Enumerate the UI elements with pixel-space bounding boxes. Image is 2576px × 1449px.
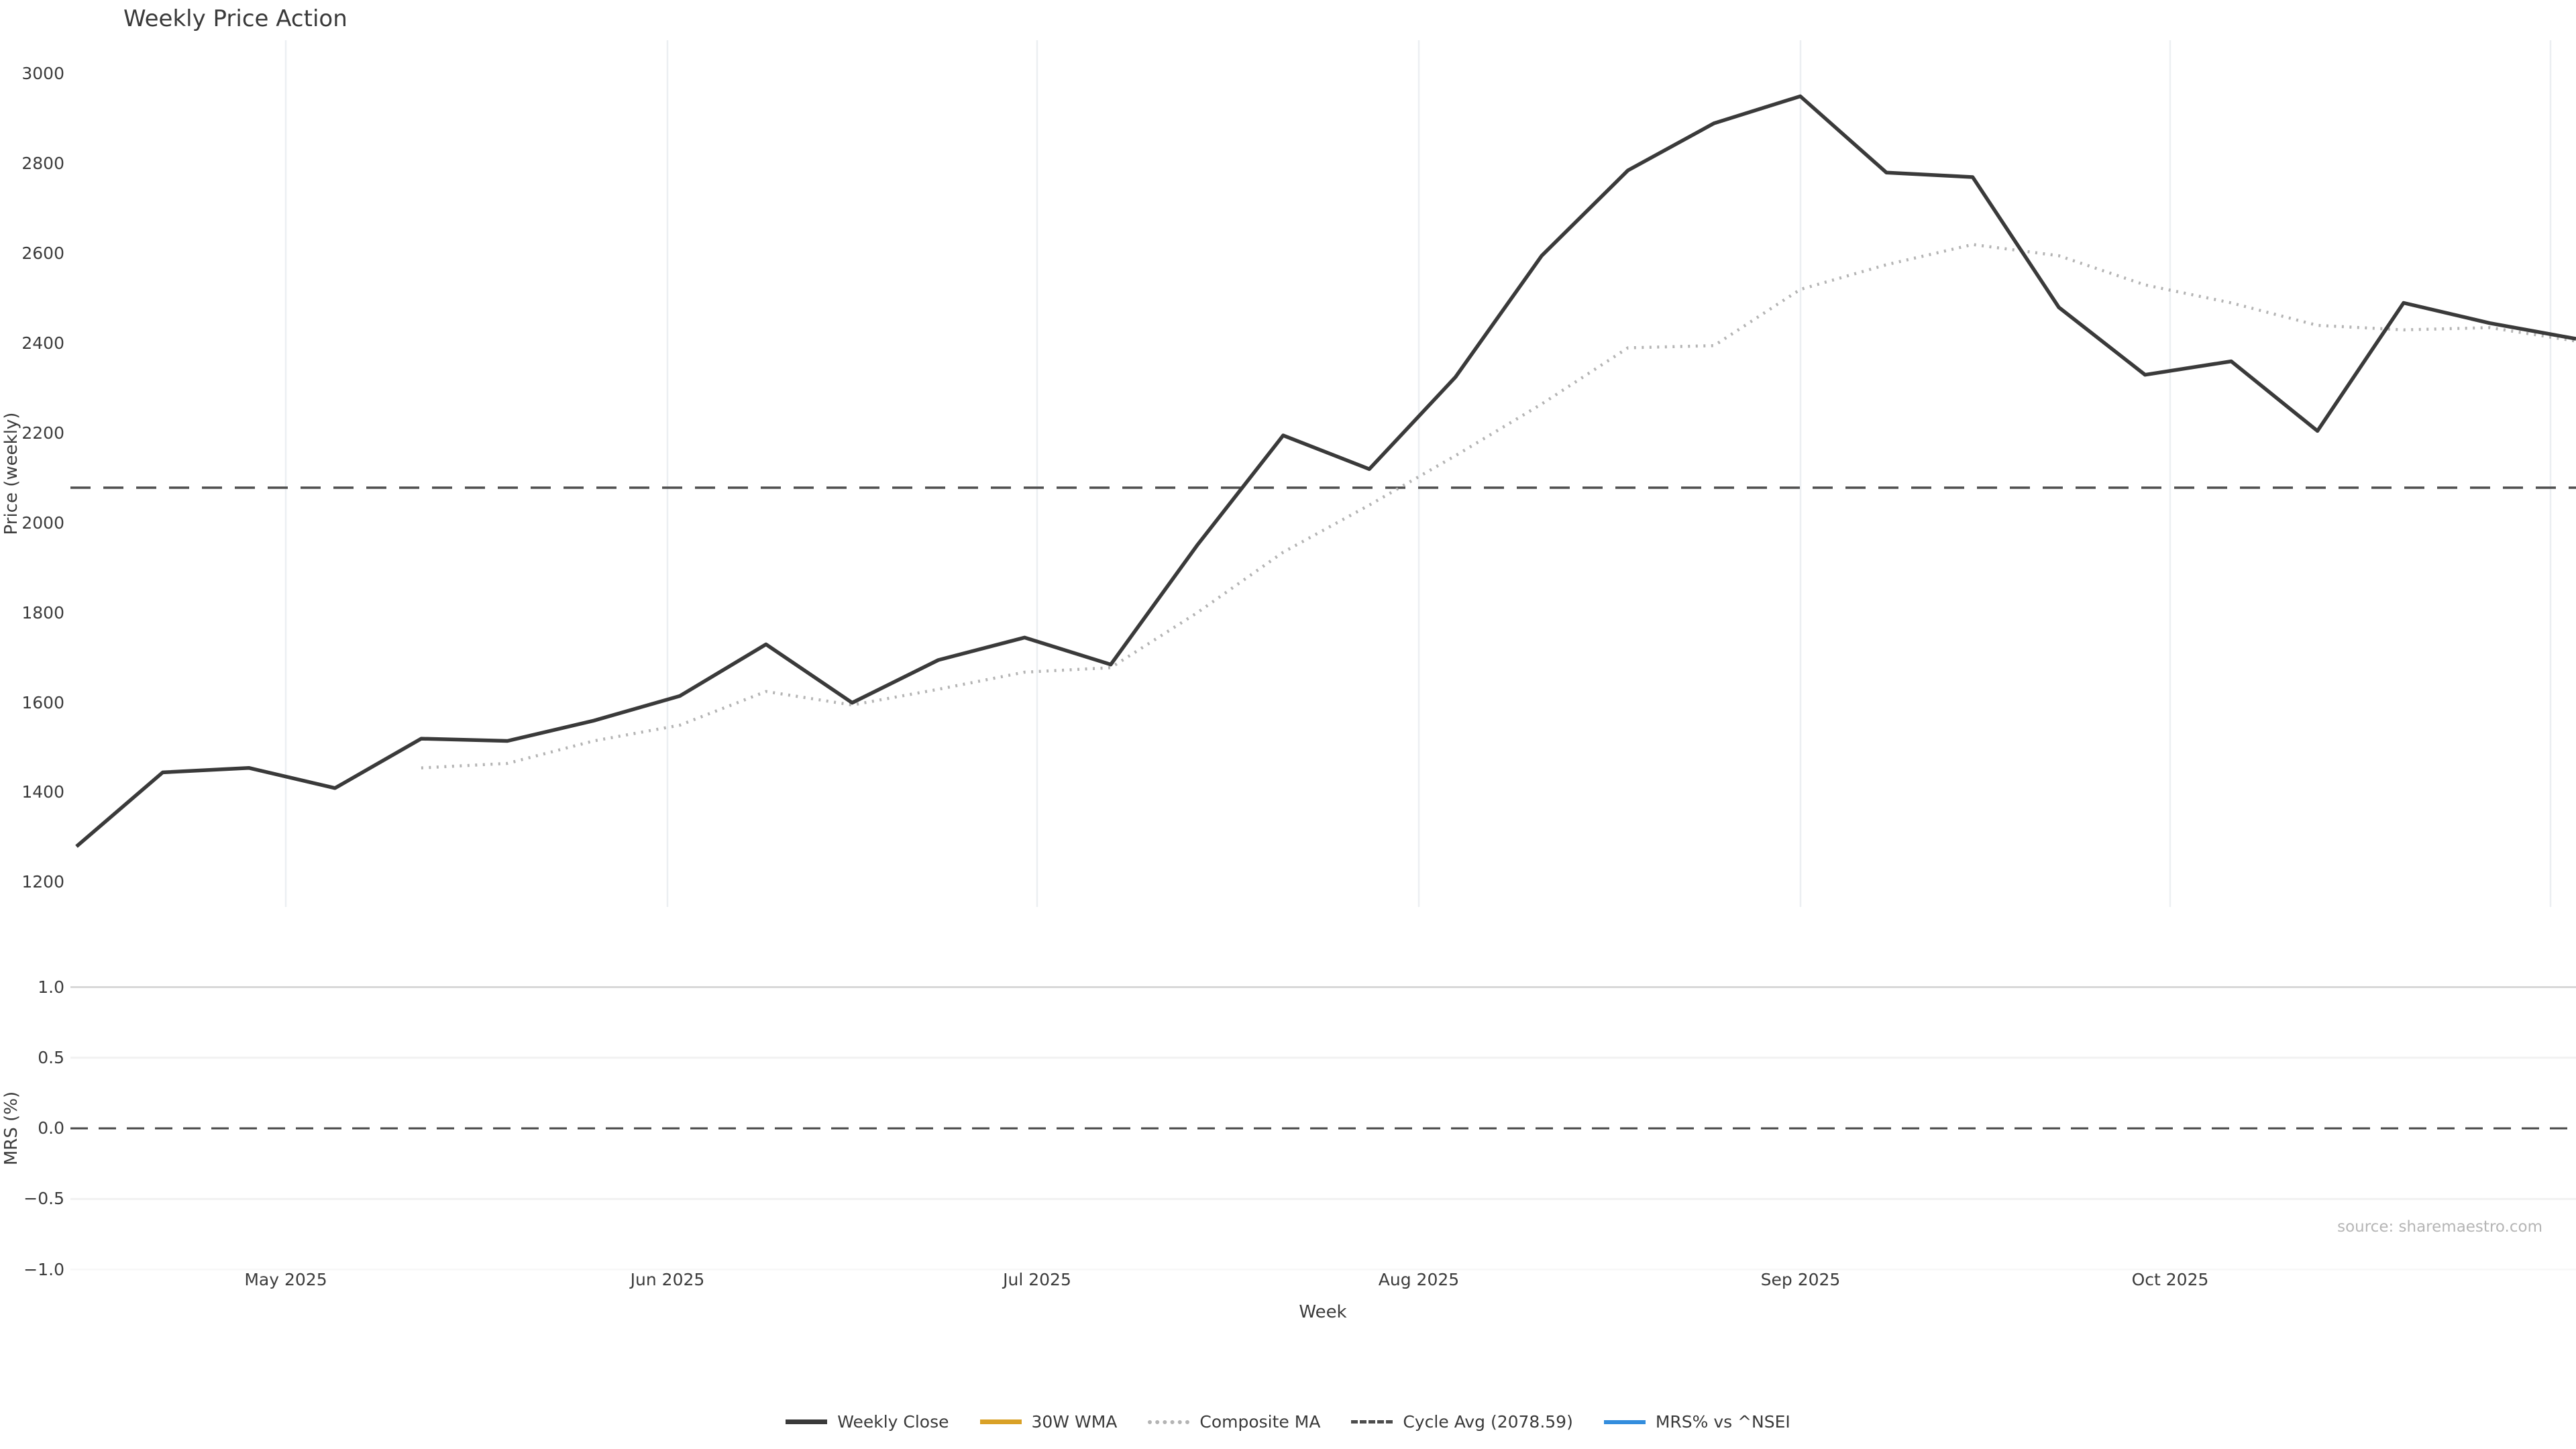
mrs-ytick-0: 0.0 xyxy=(38,1118,64,1138)
x-axis-label: Week xyxy=(1299,1302,1347,1322)
month-tick-jun-2025: Jun 2025 xyxy=(630,1270,705,1289)
legend-label: MRS% vs ^NSEI xyxy=(1655,1412,1790,1432)
price-ytick-2400: 2400 xyxy=(21,333,64,353)
month-tick-aug-2025: Aug 2025 xyxy=(1378,1270,1460,1289)
legend-swatch-icon xyxy=(1603,1419,1646,1424)
mrs-ytick-0.5: 0.5 xyxy=(38,1047,64,1067)
price-ytick-1800: 1800 xyxy=(21,602,64,623)
legend-label: Composite MA xyxy=(1199,1412,1321,1432)
mrs-ytick--1: −1.0 xyxy=(23,1259,64,1279)
weekly-close-line xyxy=(75,94,2576,848)
price-ytick-1200: 1200 xyxy=(21,872,64,892)
legend-label: Weekly Close xyxy=(837,1412,949,1432)
mrs-ytick--0.5: −0.5 xyxy=(23,1189,64,1209)
price-ytick-2000: 2000 xyxy=(21,513,64,533)
legend-label: 30W WMA xyxy=(1031,1412,1118,1432)
chart-title: Weekly Price Action xyxy=(123,5,347,32)
legend-swatch-icon xyxy=(786,1419,828,1424)
month-tick-jul-2025: Jul 2025 xyxy=(1003,1270,1071,1289)
month-tick-sep-2025: Sep 2025 xyxy=(1760,1270,1841,1289)
legend-item-composite-ma: Composite MA xyxy=(1148,1412,1320,1432)
legend-item-mrs-vs-nsei: MRS% vs ^NSEI xyxy=(1603,1412,1790,1432)
source-note: source: sharemaestro.com xyxy=(2337,1218,2542,1236)
legend-item-weekly-close: Weekly Close xyxy=(786,1412,949,1432)
mrs-ytick-1: 1.0 xyxy=(38,977,64,997)
legend-item-cycle-avg-2078-59-: Cycle Avg (2078.59) xyxy=(1351,1412,1573,1432)
month-tick-oct-2025: Oct 2025 xyxy=(2131,1270,2209,1289)
price-ytick-2600: 2600 xyxy=(21,243,64,263)
legend-label: Cycle Avg (2078.59) xyxy=(1403,1412,1573,1432)
price-ytick-3000: 3000 xyxy=(21,64,64,83)
legend-item-30w-wma: 30W WMA xyxy=(979,1412,1118,1432)
legend-swatch-icon xyxy=(979,1419,1022,1424)
price-ytick-2200: 2200 xyxy=(21,423,64,443)
price-ytick-1400: 1400 xyxy=(21,782,64,802)
legend-swatch-icon xyxy=(1148,1419,1190,1424)
legend-swatch-icon xyxy=(1351,1420,1393,1424)
price-ytick-2800: 2800 xyxy=(21,153,64,173)
month-tick-may-2025: May 2025 xyxy=(244,1270,327,1289)
composite-ma-line xyxy=(421,243,2576,769)
legend: Weekly Close 30W WMA Composite MA Cycle Avg… xyxy=(0,1412,2576,1432)
price-ytick-1600: 1600 xyxy=(21,692,64,712)
